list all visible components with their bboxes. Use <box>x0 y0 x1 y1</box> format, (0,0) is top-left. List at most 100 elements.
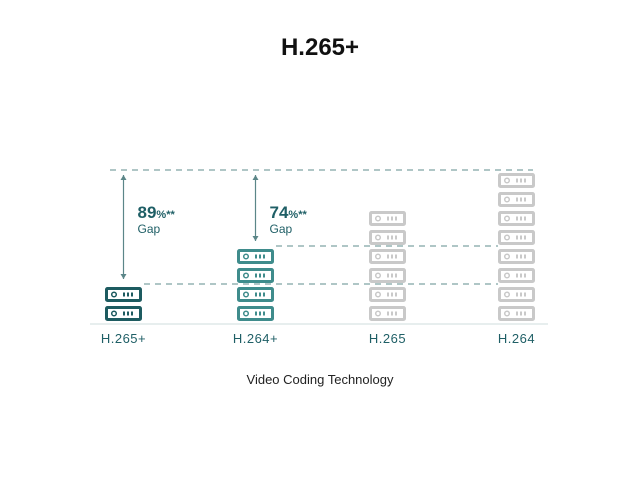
server-slot <box>123 311 125 316</box>
server-slot <box>524 292 526 297</box>
server-slot <box>391 292 393 297</box>
gap-value: 89%** <box>138 203 176 222</box>
server-stack-h-265: H.265 <box>369 211 406 346</box>
server-slot <box>123 292 125 297</box>
server-slot <box>387 216 389 221</box>
server-led <box>242 310 250 317</box>
server-led <box>374 272 382 279</box>
server-led <box>503 291 511 298</box>
server-slot <box>127 311 129 316</box>
server-led <box>503 177 511 184</box>
server-led <box>242 272 250 279</box>
server-icon <box>498 268 535 283</box>
server-slot <box>516 216 518 221</box>
server-slot <box>524 216 526 221</box>
server-led <box>374 291 382 298</box>
server-slot <box>516 197 518 202</box>
server-icon <box>498 230 535 245</box>
server-slot <box>391 254 393 259</box>
server-slot <box>259 273 261 278</box>
server-led <box>110 310 118 317</box>
server-slot <box>520 254 522 259</box>
server-slot <box>255 254 257 259</box>
server-slot <box>387 292 389 297</box>
gap-label: Gap <box>270 222 293 236</box>
server-slot <box>395 311 397 316</box>
server-slot <box>524 273 526 278</box>
server-led <box>242 291 250 298</box>
server-slot <box>395 235 397 240</box>
server-icon <box>369 306 406 321</box>
server-slot <box>524 197 526 202</box>
server-stack-h-265-: H.265+ <box>101 287 146 346</box>
server-slot <box>387 273 389 278</box>
arrow-head-up <box>252 175 259 180</box>
server-icon <box>237 249 274 264</box>
server-led <box>503 196 511 203</box>
server-slot <box>524 311 526 316</box>
server-icon <box>237 268 274 283</box>
server-icon <box>237 306 274 321</box>
server-slot <box>395 254 397 259</box>
server-led <box>242 253 250 260</box>
server-slot <box>516 235 518 240</box>
server-slot <box>263 311 265 316</box>
server-icon <box>105 287 142 302</box>
server-led <box>503 310 511 317</box>
server-slot <box>520 235 522 240</box>
server-slot <box>516 311 518 316</box>
server-slot <box>391 311 393 316</box>
server-led <box>374 253 382 260</box>
server-slot <box>520 273 522 278</box>
server-led <box>374 310 382 317</box>
server-icon <box>237 287 274 302</box>
server-icon <box>498 249 535 264</box>
server-icon <box>498 306 535 321</box>
server-slot <box>395 216 397 221</box>
server-slot <box>524 178 526 183</box>
category-label: H.265 <box>369 331 406 346</box>
server-slot <box>516 273 518 278</box>
gap-value: 74%** <box>270 203 308 222</box>
arrow-head-up <box>120 175 127 180</box>
server-slot <box>520 178 522 183</box>
server-slot <box>395 292 397 297</box>
server-slot <box>520 292 522 297</box>
server-slot <box>524 254 526 259</box>
server-slot <box>391 216 393 221</box>
server-icon <box>369 211 406 226</box>
server-slot <box>263 254 265 259</box>
server-slot <box>255 311 257 316</box>
gap-annotation: 74%**Gap <box>252 175 308 241</box>
server-stack-h-264: H.264 <box>498 173 535 346</box>
server-slot <box>127 292 129 297</box>
server-slot <box>255 292 257 297</box>
server-slot <box>263 273 265 278</box>
server-slot <box>516 254 518 259</box>
server-led <box>110 291 118 298</box>
server-led <box>374 234 382 241</box>
server-icon <box>498 192 535 207</box>
server-slot <box>395 273 397 278</box>
server-icon <box>369 287 406 302</box>
x-axis-label: Video Coding Technology <box>246 372 394 387</box>
gap-label: Gap <box>138 222 161 236</box>
server-icon <box>498 287 535 302</box>
arrow-head-down <box>120 274 127 279</box>
server-slot <box>131 292 133 297</box>
chart-title: H.265+ <box>280 34 360 61</box>
category-label: H.264+ <box>233 331 278 346</box>
server-slot <box>387 235 389 240</box>
server-slot <box>387 311 389 316</box>
server-slot <box>516 178 518 183</box>
server-slot <box>524 235 526 240</box>
server-slot <box>259 311 261 316</box>
server-slot <box>259 292 261 297</box>
server-slot <box>520 311 522 316</box>
server-icon <box>369 230 406 245</box>
server-icon <box>498 211 535 226</box>
server-led <box>503 234 511 241</box>
server-slot <box>520 216 522 221</box>
server-led <box>503 253 511 260</box>
